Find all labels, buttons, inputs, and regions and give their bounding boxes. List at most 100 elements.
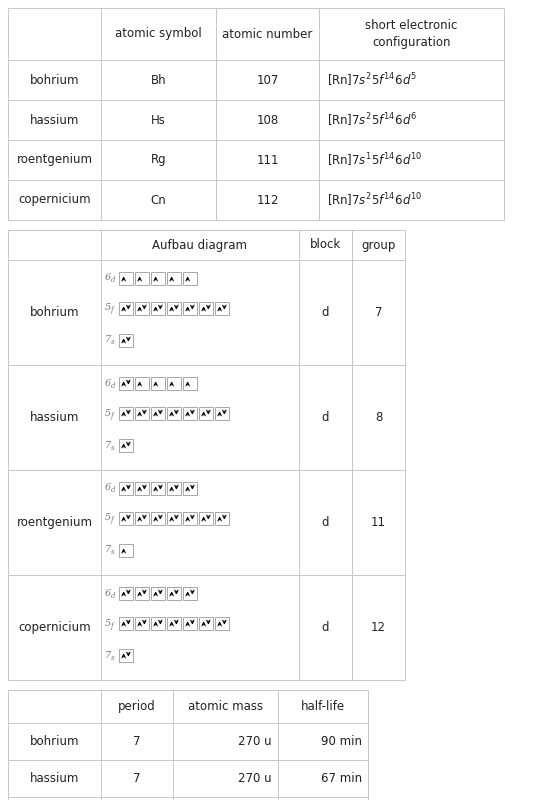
Text: s: s — [110, 338, 114, 346]
Text: Hs: Hs — [151, 114, 166, 126]
Bar — [278, 690, 368, 723]
Text: 8: 8 — [375, 411, 382, 424]
Bar — [352, 230, 405, 260]
Text: block: block — [310, 238, 341, 251]
Text: copernicium: copernicium — [18, 621, 91, 634]
Bar — [101, 180, 216, 220]
Text: Cn: Cn — [151, 194, 167, 206]
Bar — [135, 302, 149, 314]
Text: group: group — [361, 238, 396, 251]
Bar — [135, 482, 149, 494]
Text: hassium: hassium — [30, 411, 79, 424]
Bar — [183, 482, 197, 494]
Text: f: f — [110, 517, 113, 525]
Text: 111: 111 — [256, 154, 279, 166]
Bar — [183, 271, 197, 285]
Bar — [215, 617, 229, 630]
Text: 11: 11 — [371, 516, 386, 529]
Bar — [278, 760, 368, 797]
Text: 6: 6 — [105, 378, 111, 387]
Bar — [119, 586, 133, 599]
Bar — [216, 140, 319, 180]
Text: s: s — [110, 549, 114, 557]
Bar — [135, 406, 149, 419]
Bar — [352, 470, 405, 575]
Bar — [352, 260, 405, 365]
Text: hassium: hassium — [30, 114, 79, 126]
Text: 108: 108 — [257, 114, 278, 126]
Bar — [319, 140, 504, 180]
Bar — [101, 230, 299, 260]
Bar — [119, 649, 133, 662]
Text: 270 u: 270 u — [239, 772, 272, 785]
Text: s: s — [110, 443, 114, 451]
Bar — [101, 690, 173, 723]
Bar — [151, 271, 165, 285]
Bar — [101, 100, 216, 140]
Text: d: d — [322, 411, 329, 424]
Bar — [8, 180, 101, 220]
Bar — [167, 406, 181, 419]
Text: 67 min: 67 min — [321, 772, 362, 785]
Bar — [101, 723, 173, 760]
Bar — [8, 100, 101, 140]
Text: d: d — [322, 306, 329, 319]
Text: copernicium: copernicium — [18, 194, 91, 206]
Text: 7: 7 — [105, 546, 111, 554]
Bar — [119, 406, 133, 419]
Text: hassium: hassium — [30, 772, 79, 785]
Bar — [151, 302, 165, 314]
Bar — [151, 482, 165, 494]
Bar — [101, 365, 299, 470]
Bar — [167, 302, 181, 314]
Bar — [8, 690, 101, 723]
Bar — [151, 617, 165, 630]
Text: 7: 7 — [133, 735, 141, 748]
Bar — [151, 406, 165, 419]
Text: d: d — [110, 486, 115, 494]
Bar — [8, 723, 101, 760]
Bar — [299, 365, 352, 470]
Bar — [8, 230, 101, 260]
Bar — [8, 260, 101, 365]
Bar — [101, 140, 216, 180]
Text: d: d — [322, 621, 329, 634]
Bar — [167, 482, 181, 494]
Text: [Rn]7$s^2$5$f^{14}$6$d^6$: [Rn]7$s^2$5$f^{14}$6$d^6$ — [327, 111, 417, 129]
Bar — [319, 100, 504, 140]
Text: d: d — [110, 591, 115, 599]
Bar — [119, 334, 133, 346]
Bar — [216, 60, 319, 100]
Bar — [216, 8, 319, 60]
Bar — [183, 377, 197, 390]
Bar — [101, 8, 216, 60]
Text: half-life: half-life — [301, 700, 345, 713]
Text: 7: 7 — [105, 441, 111, 450]
Bar — [135, 586, 149, 599]
Bar — [173, 723, 278, 760]
Bar — [101, 797, 173, 800]
Text: 112: 112 — [256, 194, 279, 206]
Bar — [101, 760, 173, 797]
Text: Bh: Bh — [151, 74, 167, 86]
Bar — [199, 302, 213, 314]
Bar — [183, 511, 197, 525]
Bar — [101, 470, 299, 575]
Text: [Rn]7$s^1$5$f^{14}$6$d^{10}$: [Rn]7$s^1$5$f^{14}$6$d^{10}$ — [327, 151, 423, 169]
Bar — [119, 377, 133, 390]
Bar — [167, 377, 181, 390]
Bar — [215, 511, 229, 525]
Text: 7: 7 — [375, 306, 382, 319]
Bar — [119, 543, 133, 557]
Text: 270 u: 270 u — [239, 735, 272, 748]
Text: 90 min: 90 min — [321, 735, 362, 748]
Bar — [183, 586, 197, 599]
Bar — [101, 575, 299, 680]
Text: bohrium: bohrium — [29, 306, 79, 319]
Bar — [8, 470, 101, 575]
Bar — [167, 271, 181, 285]
Bar — [319, 8, 504, 60]
Bar — [352, 365, 405, 470]
Text: 6: 6 — [105, 589, 111, 598]
Bar — [215, 406, 229, 419]
